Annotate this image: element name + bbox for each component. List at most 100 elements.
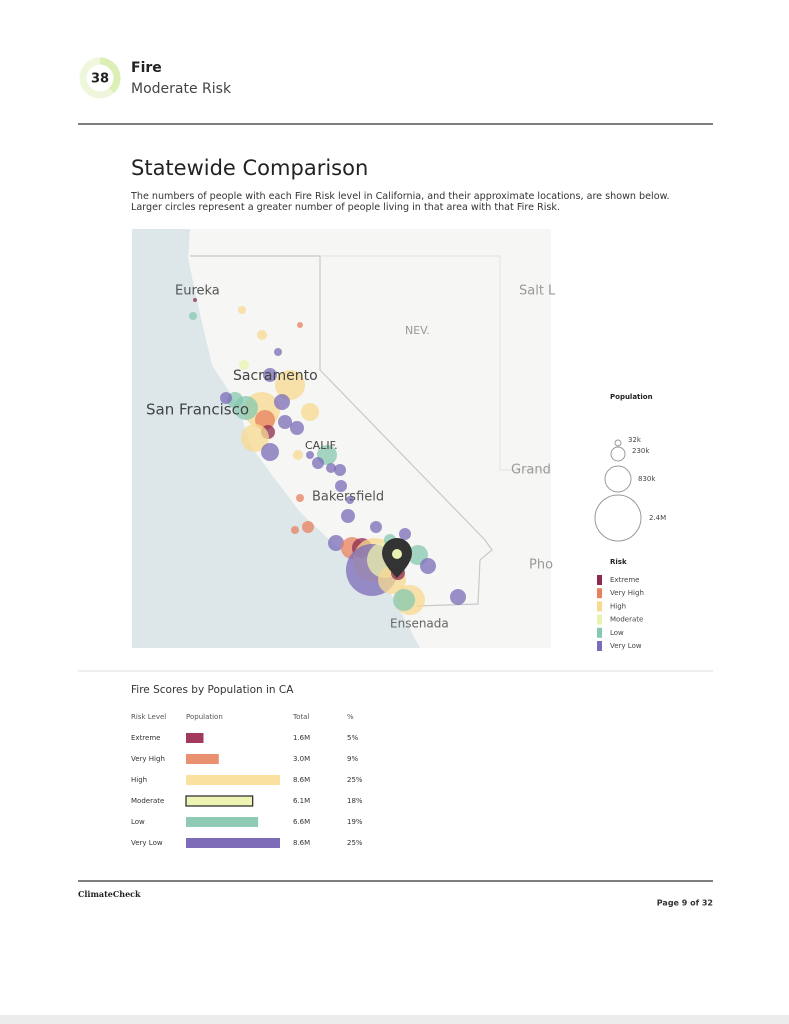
map-bubble xyxy=(341,509,355,523)
map-bubble xyxy=(239,360,249,370)
percent: 5% xyxy=(347,734,358,742)
map-label: Pho xyxy=(529,558,553,573)
population-bar xyxy=(186,775,280,785)
map-bubble xyxy=(302,521,314,533)
legend-swatch xyxy=(597,575,602,585)
map-bubble xyxy=(450,589,466,605)
map-bubble xyxy=(334,464,346,476)
map-bubble xyxy=(274,348,282,356)
map-bubble xyxy=(301,403,319,421)
map-bubble xyxy=(296,494,304,502)
legend-title: Population xyxy=(610,393,653,401)
map-label: Grand xyxy=(511,463,551,478)
total: 6.1M xyxy=(293,797,310,805)
population-bar xyxy=(186,817,259,827)
legend-swatch xyxy=(597,601,602,612)
map-bubble xyxy=(278,415,292,429)
map-bubble xyxy=(241,424,269,452)
population-bar xyxy=(186,838,280,848)
brand: ClimateCheck xyxy=(78,889,141,899)
legend-bubble xyxy=(604,465,632,493)
legend-bubble xyxy=(610,446,626,462)
percent: 9% xyxy=(347,755,358,763)
map-label: CALIF. xyxy=(305,439,338,452)
risk-level: Extreme xyxy=(131,734,160,742)
legend-size-label: 2.4M xyxy=(649,514,666,522)
legend-size-label: 32k xyxy=(628,436,642,444)
map-label: Ensenada xyxy=(390,617,449,631)
description-box: The numbers of people with each Fire Ris… xyxy=(131,191,670,213)
risk-level: High xyxy=(131,776,147,784)
map-bubble xyxy=(297,322,303,328)
page-number: Page 9 of 32 xyxy=(657,899,713,908)
section-description: The numbers of people with each Fire Ris… xyxy=(131,191,670,213)
state-border xyxy=(190,255,493,607)
land xyxy=(188,229,551,648)
column-header: Total xyxy=(292,713,309,721)
map-bubble xyxy=(335,480,347,492)
score-arc xyxy=(99,57,121,93)
score: 38 xyxy=(91,72,109,87)
total: 8.6M xyxy=(293,776,310,784)
bottom-strip xyxy=(0,1015,789,1024)
legend-swatch xyxy=(597,614,602,625)
header-title: Fire xyxy=(131,60,162,76)
legend-label: Very Low xyxy=(610,642,642,650)
population-bar xyxy=(186,733,204,743)
percent: 25% xyxy=(347,776,363,784)
map-bubble xyxy=(399,528,411,540)
map-label: Sacramento xyxy=(233,368,318,384)
legend-title: Risk xyxy=(610,558,627,566)
map-bubble xyxy=(193,298,197,302)
map-bubble xyxy=(420,558,436,574)
map-bubble xyxy=(274,394,290,410)
map-bubble xyxy=(189,312,197,320)
state-border xyxy=(320,255,551,471)
column-header: Population xyxy=(186,713,223,721)
column-header: % xyxy=(347,713,354,721)
legend-swatch xyxy=(597,588,602,599)
risk-level: Very High xyxy=(131,755,165,763)
total: 6.6M xyxy=(293,818,310,826)
legend-label: Low xyxy=(610,629,624,637)
map-bubble xyxy=(290,421,304,435)
map-bubble xyxy=(291,526,299,534)
legend-bubble xyxy=(594,494,642,542)
map-bubble xyxy=(306,451,314,459)
map-label: Bakersfield xyxy=(312,490,384,505)
map-bubble xyxy=(263,368,277,382)
total: 1.6M xyxy=(293,734,310,742)
table-title: Fire Scores by Population in CA xyxy=(131,684,294,696)
map-bubble xyxy=(257,330,267,340)
legend-label: Extreme xyxy=(610,576,639,584)
map-bubble xyxy=(346,496,354,504)
map: Eureka Salt L NEV. Sacramento San Francisco C… xyxy=(132,229,556,648)
legend-size-label: 830k xyxy=(638,475,656,483)
map-bubble xyxy=(238,306,246,314)
map-bubble xyxy=(328,535,344,551)
map-bubble xyxy=(393,589,415,611)
legend-swatch xyxy=(597,641,602,651)
map-label: NEV. xyxy=(405,324,430,337)
population-bar xyxy=(186,754,219,764)
map-label: Eureka xyxy=(175,284,220,299)
percent: 18% xyxy=(347,797,363,805)
risk-level: Moderate xyxy=(131,797,164,805)
total: 8.6M xyxy=(293,839,310,847)
location-pin-dot xyxy=(392,549,402,559)
percent: 19% xyxy=(347,818,363,826)
map-bubble xyxy=(312,457,324,469)
legend-label: High xyxy=(610,602,626,610)
map-bubble xyxy=(261,443,279,461)
legend-size-label: 230k xyxy=(632,447,650,455)
risk-level: Very Low xyxy=(131,839,163,847)
map-bubble xyxy=(370,521,382,533)
map-bubble xyxy=(326,463,336,473)
legend-swatch xyxy=(597,627,602,638)
map-bubble xyxy=(220,392,232,404)
column-header: Risk Level xyxy=(131,713,166,721)
map-label: Salt L xyxy=(519,284,556,299)
section-title: Statewide Comparison xyxy=(131,156,368,180)
